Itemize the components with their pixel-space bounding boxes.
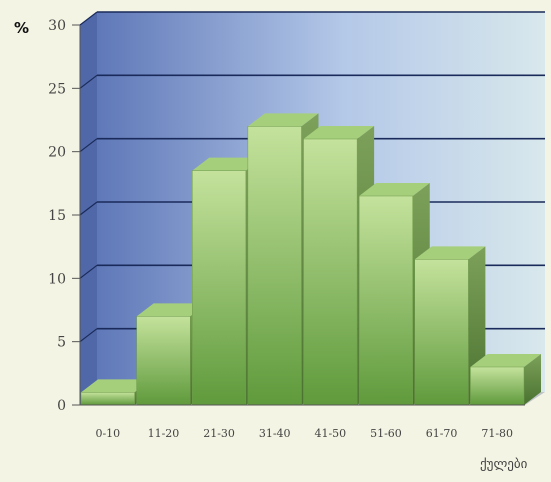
bar-front: [303, 138, 358, 406]
bar-front: [136, 316, 191, 406]
y-tick-labels: 0 5 10 15 20 25 30: [48, 18, 80, 414]
x-axis-label: ქულები: [480, 457, 528, 472]
y-tick-label: 15: [48, 208, 66, 224]
x-tick-labels: 0-10 11-20 21-30 31-40 41-50 51-60 61-70 71-80: [95, 427, 513, 440]
bar-top: [136, 303, 208, 317]
x-tick-label: 41-50: [314, 427, 346, 440]
bar-side: [524, 354, 541, 405]
x-tick-label: 61-70: [426, 427, 458, 440]
gridline-side: [79, 201, 98, 216]
bar: [470, 354, 541, 406]
bar-top: [81, 379, 152, 393]
bar-top: [470, 354, 541, 367]
bar-top: [247, 113, 319, 127]
bar-top: [303, 126, 375, 139]
gridline-side: [79, 138, 98, 153]
bar-top: [192, 157, 263, 171]
y-tick-label: 10: [48, 271, 66, 287]
bar-front: [470, 366, 525, 406]
bar-front: [358, 195, 413, 406]
bar-top: [414, 246, 486, 260]
y-axis-label: %: [14, 19, 29, 37]
y-tick-label: 5: [57, 335, 66, 351]
x-tick-label: 21-30: [203, 427, 235, 440]
x-tick-label: 11-20: [148, 427, 180, 440]
bar-front: [247, 126, 302, 406]
y-tick-label: 30: [48, 18, 66, 34]
bars: [80, 113, 541, 406]
y-tick-label: 25: [48, 81, 66, 97]
bar-front: [80, 392, 135, 406]
x-tick-label: 31-40: [259, 427, 291, 440]
x-tick-label: 51-60: [370, 427, 402, 440]
gridline-side: [79, 328, 98, 343]
bar-front: [192, 170, 247, 406]
x-tick-label: 71-80: [481, 427, 513, 440]
y-tick-label: 20: [48, 145, 66, 161]
bar-top: [359, 183, 430, 196]
x-tick-label: 0-10: [95, 427, 120, 440]
bar-front: [414, 259, 469, 406]
gridline-side: [79, 74, 98, 89]
gridline-side: [79, 11, 98, 26]
gridline-side: [79, 264, 98, 279]
y-tick-label: 0: [57, 398, 66, 414]
